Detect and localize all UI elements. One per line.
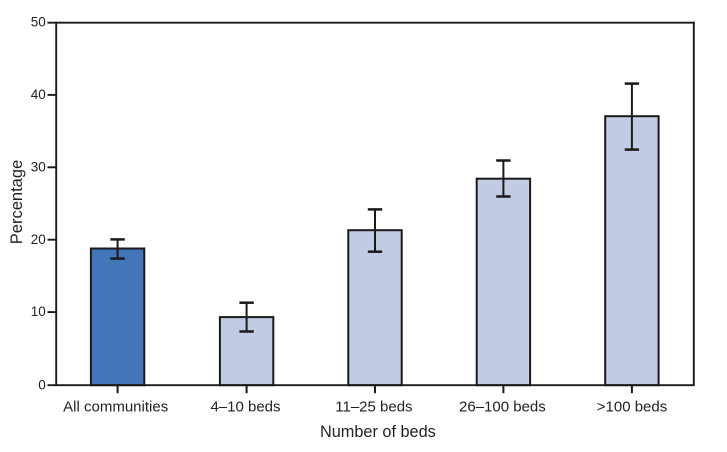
svg-text:0: 0 xyxy=(38,377,46,392)
svg-text:Percentage: Percentage xyxy=(8,160,26,244)
svg-text:4–10 beds: 4–10 beds xyxy=(210,398,280,415)
svg-text:10: 10 xyxy=(31,304,46,319)
svg-text:11–25 beds: 11–25 beds xyxy=(335,398,412,415)
svg-text:Number of beds: Number of beds xyxy=(320,423,436,441)
svg-text:20: 20 xyxy=(31,232,46,247)
svg-text:50: 50 xyxy=(31,15,46,30)
svg-text:All communities: All communities xyxy=(63,398,168,415)
svg-text:26–100 beds: 26–100 beds xyxy=(459,398,546,415)
svg-text:30: 30 xyxy=(31,159,46,174)
svg-text:>100 beds: >100 beds xyxy=(597,398,667,415)
svg-text:40: 40 xyxy=(31,87,46,102)
